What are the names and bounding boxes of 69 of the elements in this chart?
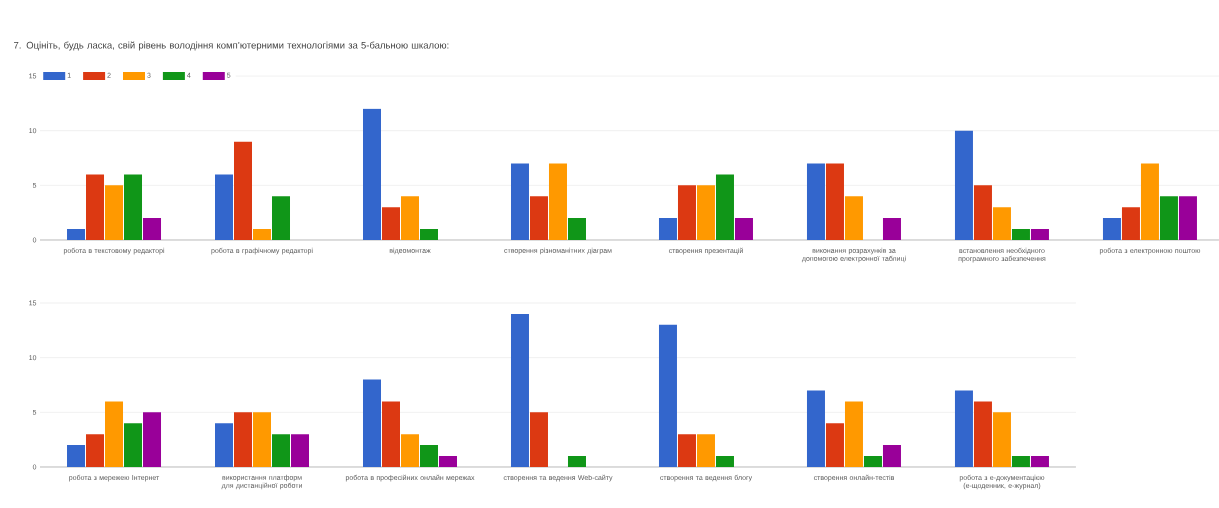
bar: [734, 218, 753, 240]
bar: [1011, 229, 1030, 240]
bar: [992, 412, 1011, 467]
bar: [844, 196, 863, 240]
bar: [419, 229, 438, 240]
bar: [882, 218, 901, 240]
bar: [215, 174, 233, 240]
bar: [438, 456, 457, 467]
bar: [143, 218, 162, 240]
bar: [143, 412, 162, 467]
bar: [1159, 196, 1178, 240]
bar: [882, 445, 901, 467]
bar: [548, 163, 567, 240]
bar: [86, 174, 105, 240]
bar: [658, 218, 677, 240]
bar: [234, 412, 252, 467]
bar: [825, 163, 844, 240]
bar: [529, 412, 548, 467]
bar: [67, 229, 86, 240]
bar: [382, 207, 400, 240]
bar: [658, 324, 677, 467]
bar: [677, 434, 696, 467]
bar: [86, 434, 105, 467]
bar: [124, 174, 143, 240]
bar: [567, 218, 586, 240]
bar: [419, 445, 438, 467]
bar: [272, 434, 290, 467]
bar: [401, 434, 419, 467]
bar: [992, 207, 1011, 240]
bar: [1140, 163, 1159, 240]
bar: [1030, 229, 1049, 240]
bar: [272, 196, 290, 240]
bar: [234, 141, 252, 240]
bar: [529, 196, 548, 240]
bar: [1030, 456, 1049, 467]
bar: [1102, 218, 1121, 240]
bar: [863, 456, 882, 467]
bar: [1011, 456, 1030, 467]
bar: [253, 412, 271, 467]
bar: [696, 185, 715, 240]
bar: [806, 163, 825, 240]
bar: [825, 423, 844, 467]
bar: [253, 229, 271, 240]
bar: [1178, 196, 1197, 240]
bar: [363, 108, 381, 240]
bar: [510, 313, 529, 467]
bar: [67, 445, 86, 467]
chart-title: 7. Оцініть, будь ласка, свій рівень володіння комп’ютерними технологіями за 5-бальною шкалою:: [14, 41, 449, 51]
bar: [510, 163, 529, 240]
bar: [954, 130, 973, 240]
bar: [715, 456, 734, 467]
bar: [844, 401, 863, 467]
bar: [124, 423, 143, 467]
bar: [715, 174, 734, 240]
bar: [363, 379, 381, 467]
bar: [105, 185, 124, 240]
bar: [382, 401, 400, 467]
bar: [567, 456, 586, 467]
bar: [973, 401, 992, 467]
bar: [105, 401, 124, 467]
bar: [401, 196, 419, 240]
bar: [291, 434, 309, 467]
bar: [1121, 207, 1140, 240]
bar: [973, 185, 992, 240]
bar: [696, 434, 715, 467]
bar: [954, 390, 973, 467]
bar: [215, 423, 233, 467]
bar: [806, 390, 825, 467]
bar: [677, 185, 696, 240]
